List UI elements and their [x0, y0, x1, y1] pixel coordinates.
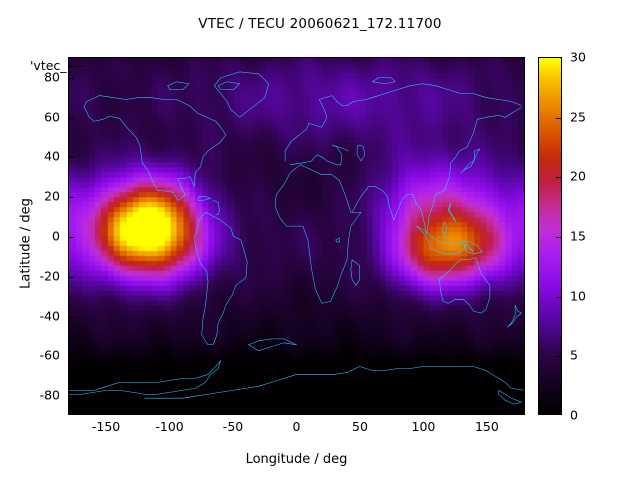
y-tick-label: 0	[52, 228, 60, 244]
y-tick-label: 60	[44, 109, 60, 125]
colorbar-tick	[556, 296, 561, 298]
series-label-line	[67, 66, 84, 67]
coastline-path	[336, 238, 340, 242]
coastline-path	[499, 390, 522, 404]
figure-title: VTEC / TECU 20060621_172.11700	[198, 16, 442, 32]
y-tick-label: 40	[44, 148, 60, 164]
series-label-text: 'vtec_	[30, 58, 67, 73]
y-tick-label: -80	[39, 387, 60, 403]
x-axis-title: Longitude / deg	[245, 452, 348, 467]
y-tick-label: 80	[44, 69, 60, 85]
coastline-path	[462, 240, 482, 254]
x-tick	[424, 409, 426, 414]
x-tick-label: 0	[292, 419, 301, 434]
colorbar-tick	[556, 237, 561, 238]
y-tick	[69, 117, 74, 119]
x-tick-label: 50	[352, 419, 368, 434]
coastline-path	[442, 222, 447, 238]
y-tick	[69, 356, 74, 358]
y-tick	[69, 316, 74, 318]
x-tick	[170, 409, 172, 414]
map-plot-area	[68, 57, 525, 415]
vtec-heatmap-canvas	[69, 58, 524, 414]
colorbar-tick-label: 20	[570, 168, 586, 184]
colorbar-tick	[556, 177, 561, 179]
coastline-path	[168, 82, 189, 90]
x-tick	[360, 409, 362, 414]
coastline-path	[508, 305, 522, 327]
coastline-path	[198, 196, 211, 200]
colorbar	[538, 57, 562, 415]
y-tick-label: -40	[39, 308, 60, 324]
coastline-path	[214, 72, 268, 117]
coastline-path	[439, 258, 490, 313]
coastline-path	[351, 260, 360, 286]
x-tick	[234, 409, 236, 414]
coastline-path	[372, 78, 395, 84]
coastline-path	[248, 339, 296, 351]
x-tick-label: -50	[222, 419, 244, 434]
x-tick-label: -100	[155, 419, 184, 434]
coastline-overlay	[69, 58, 524, 414]
coastline-path	[290, 145, 348, 165]
y-tick	[69, 396, 74, 398]
colorbar-tick	[556, 117, 561, 119]
colorbar-tick-label: 10	[570, 288, 586, 304]
coastline-path	[145, 367, 524, 399]
x-tick-label: -150	[91, 419, 121, 434]
coastline-path	[194, 212, 247, 345]
colorbar-tick-label: 15	[570, 228, 586, 244]
x-tick	[107, 409, 109, 414]
colorbar-tick-label: 0	[570, 407, 578, 423]
colorbar-tick-label: 25	[570, 109, 586, 125]
coastline-path	[275, 165, 361, 303]
coastline-path	[357, 145, 365, 161]
y-tick-label: -20	[39, 268, 60, 284]
colorbar-tick	[556, 356, 561, 358]
y-tick	[69, 77, 74, 79]
colorbar-tick-label: 5	[570, 347, 578, 363]
coastline-path	[69, 361, 221, 395]
series-label: 'vtec_	[30, 58, 84, 73]
y-tick	[69, 197, 74, 199]
colorbar-tick-label: 30	[570, 49, 586, 65]
coastline-path	[84, 96, 226, 201]
coastline-path	[461, 149, 480, 173]
coastline-path	[417, 226, 474, 254]
colorbar-gradient	[539, 58, 561, 414]
x-tick-label: 150	[474, 419, 499, 434]
coastline-path	[448, 202, 456, 222]
y-tick-label: 20	[44, 188, 60, 204]
y-tick	[69, 237, 74, 238]
coastline-path	[352, 107, 521, 234]
y-axis-title: Latitude / deg	[18, 198, 34, 289]
x-tick-label: 100	[411, 419, 436, 434]
x-tick	[297, 409, 299, 414]
coastline-path	[218, 82, 239, 90]
coastline-path	[213, 200, 219, 214]
y-tick-label: -60	[39, 347, 60, 363]
x-tick	[487, 409, 489, 414]
y-tick	[69, 276, 74, 278]
coastline-path	[285, 84, 521, 161]
y-tick	[69, 157, 74, 159]
